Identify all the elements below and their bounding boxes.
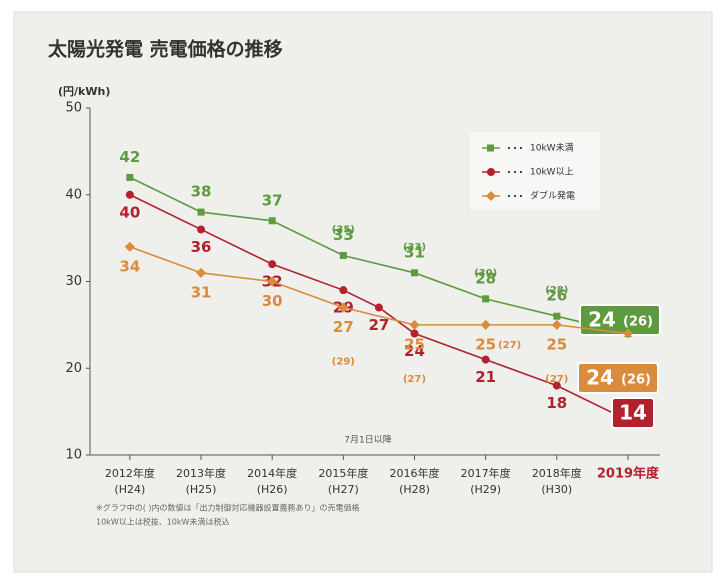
- paren-label: (26): [621, 373, 651, 388]
- y-tick-label: 10: [65, 448, 82, 463]
- paren-label: (27): [403, 374, 426, 385]
- data-label: 40: [119, 203, 140, 221]
- data-label: 21: [475, 368, 496, 386]
- x-tick-label: 2015年度: [318, 466, 368, 480]
- legend-marker: [487, 168, 495, 176]
- data-label: 33: [333, 226, 354, 244]
- marker: [553, 312, 561, 320]
- x-tick-note: (H28): [399, 483, 430, 496]
- marker: [125, 190, 134, 199]
- legend-label: ダブル発電: [530, 190, 575, 202]
- marker: [481, 355, 490, 364]
- marker: [196, 267, 207, 278]
- series-line: [129, 246, 629, 335]
- y-tick-label: 50: [65, 101, 82, 116]
- marker: [374, 303, 383, 312]
- data-label: 18: [546, 394, 567, 412]
- annotation: 7月1日以降: [344, 434, 391, 446]
- marker: [480, 319, 491, 330]
- marker: [551, 319, 562, 330]
- data-label: 27: [333, 318, 354, 336]
- x-tick-note: (H25): [186, 483, 217, 496]
- marker: [126, 173, 134, 181]
- marker: [482, 295, 490, 303]
- y-tick-label: 20: [65, 361, 82, 376]
- paren-label: (28): [545, 285, 568, 296]
- data-label: 34: [119, 257, 140, 275]
- data-label: 37: [262, 191, 283, 209]
- marker: [197, 208, 205, 216]
- paren-label: (35): [332, 224, 355, 235]
- marker: [622, 328, 633, 339]
- data-label: 30: [262, 292, 283, 310]
- data-label: 28: [475, 269, 496, 287]
- data-label: 38: [191, 183, 212, 201]
- series-line: [129, 176, 629, 335]
- data-label: 14: [619, 401, 647, 425]
- paren-label: (29): [332, 357, 355, 368]
- value-box: [579, 304, 661, 336]
- data-label: 31: [404, 243, 425, 261]
- legend-label: 10kW未満: [530, 142, 574, 154]
- y-tick-label: 40: [65, 187, 82, 202]
- paren-label: (26): [623, 315, 653, 330]
- data-label: 25: [546, 335, 567, 353]
- footnote: ※グラフ中の( )内の数値は「出力制御対応機器設置義務あり」の売電価格: [96, 503, 360, 513]
- data-label: 25: [404, 335, 425, 353]
- legend-marker: [486, 191, 496, 201]
- paren-label: (33): [403, 242, 426, 253]
- marker: [124, 241, 135, 252]
- marker: [552, 381, 561, 390]
- marker: [268, 260, 277, 269]
- data-label: 24: [404, 342, 425, 360]
- marker: [197, 225, 206, 234]
- x-tick-label: 2019年度: [597, 466, 660, 482]
- paren-label: (27): [545, 374, 568, 385]
- x-tick-label: 2013年度: [176, 466, 226, 480]
- x-tick-note: (H29): [470, 483, 501, 496]
- x-tick-label: 2012年度: [105, 466, 155, 480]
- x-tick-note: (H30): [541, 483, 572, 496]
- frame: [13, 11, 713, 573]
- data-label: 27: [368, 316, 389, 334]
- marker: [409, 319, 420, 330]
- value-box: [577, 362, 659, 394]
- footnote: 10kW以上は税抜、10kW未満は税込: [96, 517, 229, 527]
- legend-marker: [487, 144, 494, 152]
- data-label: 31: [191, 283, 212, 301]
- marker: [339, 251, 347, 259]
- data-label: 42: [119, 148, 140, 166]
- paren-label: (27): [498, 340, 521, 351]
- value-box: [611, 397, 655, 429]
- data-label: 36: [191, 238, 212, 256]
- x-tick-note: (H27): [328, 483, 359, 496]
- marker: [410, 329, 419, 338]
- x-tick-label: 2018年度: [532, 466, 582, 480]
- data-label: 25: [475, 335, 496, 353]
- data-label: 24: [588, 308, 616, 332]
- marker: [339, 286, 348, 295]
- x-tick-label: 2014年度: [247, 466, 297, 480]
- marker: [410, 269, 418, 277]
- marker: [268, 217, 276, 225]
- data-label: 24: [586, 366, 614, 390]
- x-tick-label: 2016年度: [389, 466, 439, 480]
- x-tick-note: (H26): [257, 483, 288, 496]
- paren-label: (30): [474, 268, 497, 279]
- data-label: 26: [546, 287, 567, 305]
- legend-label: 10kW以上: [530, 167, 574, 178]
- y-axis-label: (円/kWh): [58, 85, 110, 98]
- x-tick-label: 2017年度: [461, 466, 511, 480]
- marker: [338, 302, 349, 313]
- marker: [267, 276, 278, 287]
- chart-title: 太陽光発電 売電価格の推移: [48, 38, 283, 61]
- x-tick-note: (H24): [114, 483, 145, 496]
- y-tick-label: 30: [65, 274, 82, 289]
